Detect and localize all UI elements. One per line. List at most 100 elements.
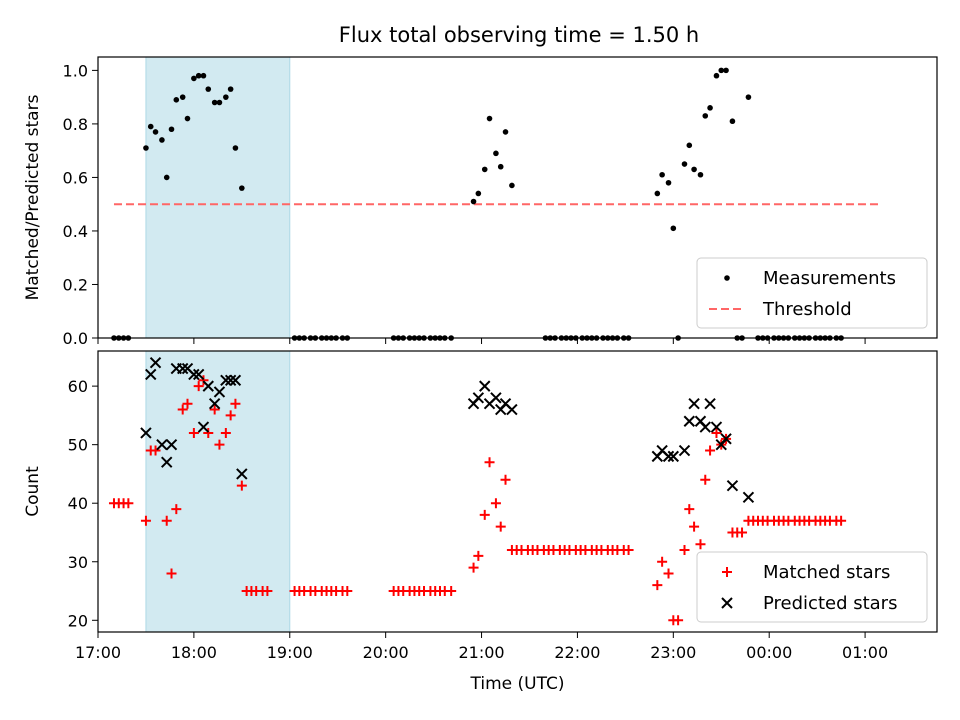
data-point [203,427,214,438]
legend-label: Predicted stars [763,593,897,614]
y-axis-label: Count [23,466,43,517]
x-tick-label: 22:00 [554,643,600,662]
data-point [223,94,229,100]
data-point [707,105,713,111]
legend-label: Threshold [762,299,852,320]
data-point [200,72,207,79]
data-point [184,115,191,122]
data-point [662,450,675,463]
legend-box [696,257,928,329]
data-point [665,179,672,186]
data-point [152,129,159,135]
data-point [654,190,661,197]
data-point [509,182,515,189]
data-point [177,404,188,415]
data-point [236,468,248,480]
data-point [704,397,716,410]
data-point [679,545,690,556]
legend: Measurements Threshold [696,257,928,329]
data-point [123,498,134,509]
data-point [673,615,684,626]
legend-marker [722,567,732,577]
data-point [490,392,502,404]
x-tick-label: 21:00 [458,643,504,662]
legend-marker [724,275,730,281]
data-point [220,427,231,438]
data-point [470,198,477,205]
series-0 [108,375,847,626]
data-point [232,145,239,151]
data-point [342,586,353,597]
data-point [729,118,736,125]
data-point [689,521,700,532]
data-point [224,374,237,386]
data-point [236,480,247,491]
data-point [220,374,232,386]
data-point [683,415,696,427]
data-point [239,185,245,191]
ratio-panel: 0.0 0.2 0.4 0.6 0.8 1.0 Matched/Predicted star… [23,56,938,348]
data-point [140,515,151,526]
data-point [149,357,162,369]
data-point [678,444,691,457]
data-point [202,380,214,392]
data-point [140,427,152,439]
data-point [156,438,168,451]
data-point [173,97,180,103]
data-point [699,421,711,433]
data-point [159,137,165,143]
data-point [700,474,711,485]
data-point [705,445,716,456]
x-tick-label: 19:00 [267,643,313,662]
legend-label: Matched stars [763,562,890,583]
series-1 [140,357,755,504]
data-point [502,129,509,135]
x-tick-label: 18:00 [171,643,217,662]
data-point [659,171,665,178]
data-point [493,150,499,157]
data-point [718,67,725,74]
data-point [262,586,273,597]
data-point [723,67,729,74]
data-point [667,450,680,463]
y-tick-label: 0.0 [63,329,88,348]
x-tick-label: 00:00 [746,643,792,662]
data-point [166,568,177,579]
legend: Matched stars Predicted stars [696,551,928,623]
data-point [197,421,210,433]
data-point [143,145,149,151]
data-point [684,504,695,515]
y-tick-label: 30 [68,553,88,572]
data-point [479,380,491,392]
data-point [713,72,720,79]
y-tick-label: 0.6 [63,168,88,187]
data-point [161,456,173,468]
data-point [230,398,241,409]
data-point [497,163,504,170]
data-point [688,397,700,410]
data-point [695,539,706,550]
x-tick-label: 17:00 [75,643,121,662]
data-point [191,75,197,82]
data-point [506,403,518,416]
data-point [475,190,482,197]
data-point [468,562,479,573]
data-point [193,381,204,392]
x-tick-label: 20:00 [363,643,409,662]
data-point [726,479,739,492]
data-point [720,433,732,445]
data-point [192,368,205,381]
y-tick-label: 1.0 [63,61,88,80]
data-point [657,556,668,567]
y-tick-label: 20 [68,611,88,630]
y-tick-label: 0.2 [63,275,88,294]
chart-title: Flux total observing time = 1.50 h [339,23,699,47]
data-point [145,368,157,381]
data-point [150,445,161,456]
data-point [182,398,193,409]
data-point [479,509,490,520]
data-point [472,392,485,404]
data-point [188,368,200,381]
data-point [179,94,186,100]
